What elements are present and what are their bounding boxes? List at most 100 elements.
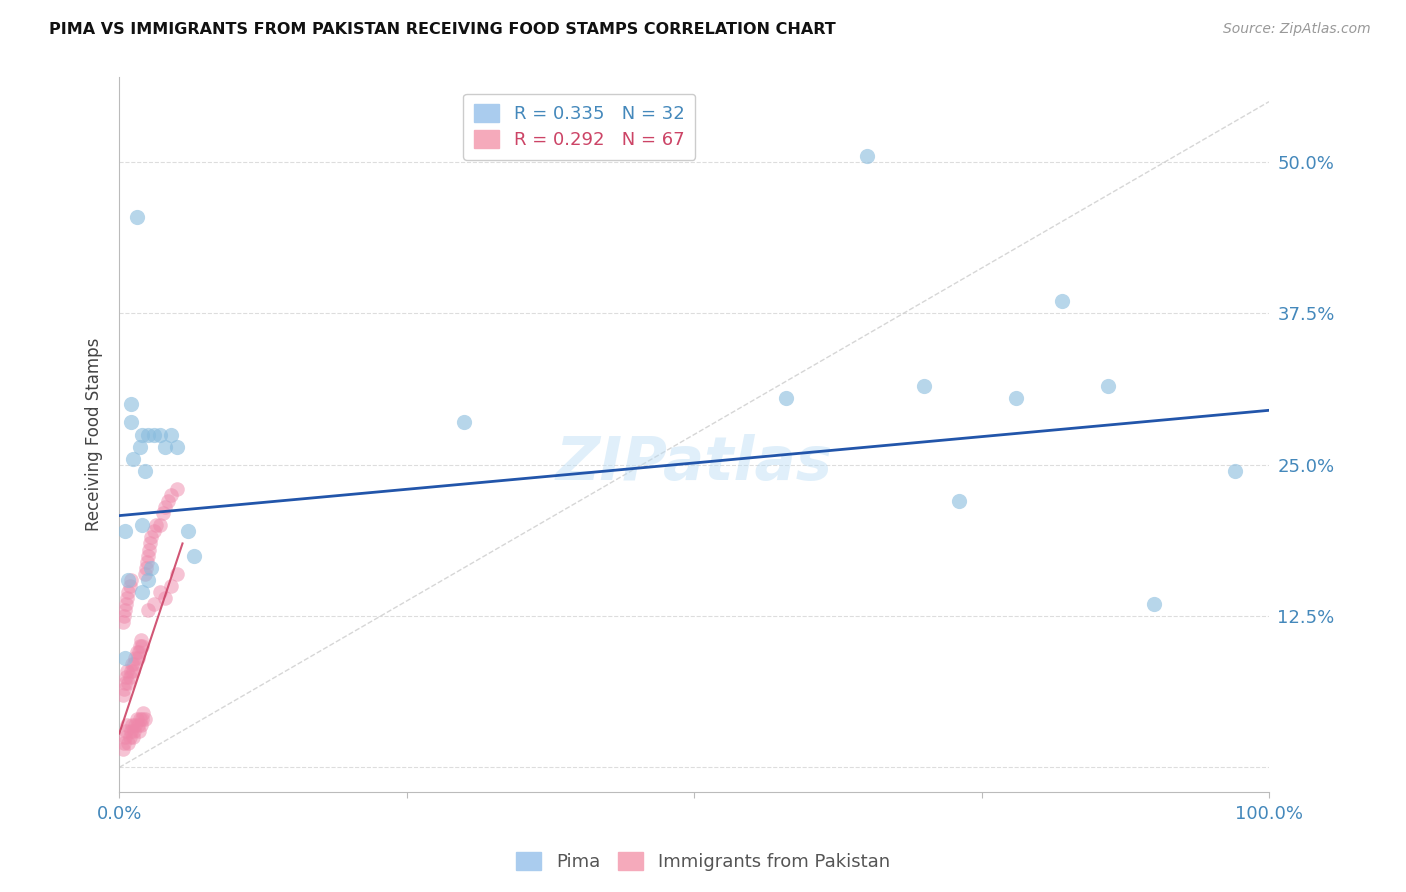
Point	[117, 718, 139, 732]
Point	[117, 664, 139, 678]
Point	[166, 482, 188, 496]
Point	[117, 591, 139, 605]
Point	[135, 555, 157, 569]
Point	[1050, 294, 1073, 309]
Point	[148, 585, 170, 599]
Point	[115, 670, 138, 684]
Point	[112, 736, 135, 750]
Point	[145, 518, 167, 533]
Point	[120, 664, 142, 678]
Point	[148, 518, 170, 533]
Point	[1143, 597, 1166, 611]
Point	[122, 451, 145, 466]
Text: PIMA VS IMMIGRANTS FROM PAKISTAN RECEIVING FOOD STAMPS CORRELATION CHART: PIMA VS IMMIGRANTS FROM PAKISTAN RECEIVI…	[49, 22, 837, 37]
Point	[156, 494, 179, 508]
Point	[122, 657, 145, 672]
Point	[131, 585, 153, 599]
Point	[453, 416, 475, 430]
Point	[120, 416, 142, 430]
Point	[121, 718, 143, 732]
Point	[136, 573, 159, 587]
Point	[1097, 379, 1119, 393]
Point	[160, 488, 183, 502]
Point	[141, 560, 163, 574]
Point	[115, 724, 138, 739]
Point	[131, 712, 153, 726]
Point	[155, 591, 177, 605]
Point	[117, 675, 139, 690]
Point	[912, 379, 935, 393]
Point	[134, 566, 156, 581]
Point	[120, 724, 142, 739]
Point	[114, 675, 136, 690]
Point	[142, 524, 165, 539]
Y-axis label: Receiving Food Stamps: Receiving Food Stamps	[86, 338, 103, 532]
Point	[117, 573, 139, 587]
Point	[166, 566, 188, 581]
Point	[127, 718, 149, 732]
Point	[124, 651, 146, 665]
Point	[131, 640, 153, 654]
Point	[138, 542, 160, 557]
Point	[112, 681, 135, 696]
Point	[134, 464, 156, 478]
Point	[136, 427, 159, 442]
Point	[155, 440, 177, 454]
Point	[1223, 464, 1246, 478]
Point	[114, 730, 136, 744]
Point	[118, 579, 141, 593]
Point	[111, 688, 134, 702]
Point	[121, 657, 143, 672]
Point	[142, 427, 165, 442]
Point	[111, 615, 134, 629]
Point	[155, 500, 177, 515]
Point	[177, 524, 200, 539]
Point	[114, 651, 136, 665]
Point	[120, 573, 142, 587]
Point	[183, 549, 205, 563]
Point	[134, 712, 156, 726]
Point	[114, 524, 136, 539]
Point	[127, 651, 149, 665]
Point	[148, 427, 170, 442]
Point	[129, 440, 152, 454]
Point	[166, 440, 188, 454]
Point	[1005, 391, 1028, 405]
Point	[114, 603, 136, 617]
Point	[129, 633, 152, 648]
Point	[124, 718, 146, 732]
Legend: Pima, Immigrants from Pakistan: Pima, Immigrants from Pakistan	[509, 846, 897, 879]
Point	[111, 742, 134, 756]
Text: Source: ZipAtlas.com: Source: ZipAtlas.com	[1223, 22, 1371, 37]
Point	[125, 712, 148, 726]
Point	[152, 506, 174, 520]
Point	[125, 210, 148, 224]
Point	[112, 609, 135, 624]
Point	[122, 730, 145, 744]
Point	[118, 670, 141, 684]
Point	[142, 597, 165, 611]
Point	[141, 530, 163, 544]
Point	[136, 549, 159, 563]
Point	[136, 603, 159, 617]
Point	[160, 427, 183, 442]
Point	[855, 149, 877, 163]
Point	[131, 518, 153, 533]
Point	[129, 718, 152, 732]
Legend: R = 0.335   N = 32, R = 0.292   N = 67: R = 0.335 N = 32, R = 0.292 N = 67	[463, 94, 695, 160]
Point	[128, 724, 150, 739]
Point	[117, 736, 139, 750]
Point	[139, 536, 162, 550]
Point	[117, 585, 139, 599]
Point	[775, 391, 797, 405]
Text: ZIPatlas: ZIPatlas	[555, 434, 832, 492]
Point	[115, 597, 138, 611]
Point	[160, 579, 183, 593]
Point	[948, 494, 970, 508]
Point	[129, 640, 152, 654]
Point	[118, 730, 141, 744]
Point	[128, 645, 150, 659]
Point	[122, 664, 145, 678]
Point	[129, 712, 152, 726]
Point	[135, 560, 157, 574]
